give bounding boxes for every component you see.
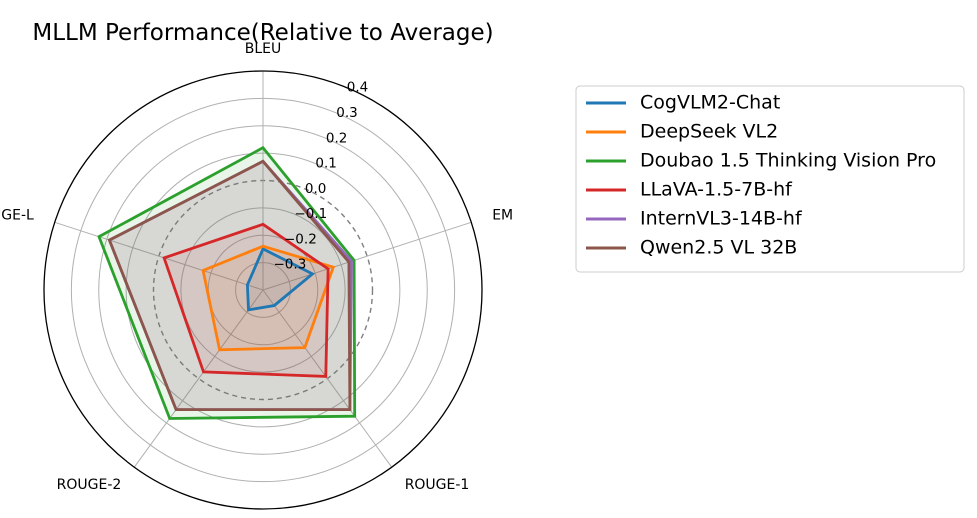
- radial-tick-label: 0.3: [336, 105, 357, 121]
- legend-label: InternVL3-14B-hf: [640, 208, 803, 230]
- radial-tick-label: 0.4: [347, 80, 368, 96]
- legend-label: Doubao 1.5 Thinking Vision Pro: [640, 150, 936, 172]
- legend: CogVLM2-Chat DeepSeek VL2 Doubao 1.5 Think…: [575, 85, 965, 273]
- legend-frame: [575, 85, 965, 273]
- grid-spoke: [262, 289, 393, 468]
- radial-tick-label: −0.3: [274, 257, 307, 273]
- radial-tick-labels: −0.3 −0.2 −0.1 0.0 0.1 0.2 0.3 0.4: [274, 80, 369, 273]
- axis-label-em: EM: [492, 208, 513, 224]
- series-line: [162, 222, 330, 378]
- outer-frame: [43, 70, 483, 510]
- series-line: [97, 145, 357, 420]
- axis-label-rouge-1: ROUGE-1: [405, 477, 470, 493]
- radial-tick-label: −0.1: [294, 206, 327, 222]
- grid-spoke: [262, 221, 472, 291]
- legend-label: CogVLM2-Chat: [640, 92, 780, 114]
- grid-spoke: [133, 289, 264, 468]
- series-line: [245, 246, 316, 312]
- polar-grid: [43, 70, 483, 510]
- series-line: [107, 159, 352, 412]
- legend-label: LLaVA-1.5-7B-hf: [640, 179, 793, 201]
- chart-title: MLLM Performance(Relative to Average): [32, 20, 493, 46]
- grid-spoke: [54, 221, 264, 291]
- axis-label-bleu: BLEU: [245, 41, 282, 57]
- radial-tick-label: −0.2: [284, 231, 317, 247]
- legend-label: DeepSeek VL2: [640, 121, 778, 143]
- legend-label: Qwen2.5 VL 32B: [640, 237, 797, 259]
- series-fill: [203, 246, 334, 350]
- series-fill: [99, 147, 355, 419]
- axis-label-rouge-l: ROUGE-L: [0, 208, 34, 224]
- axis-label-rouge-2: ROUGE-2: [57, 477, 122, 493]
- axis-labels: BLEU EM ROUGE-1 ROUGE-2 ROUGE-L: [0, 41, 513, 493]
- radial-tick-label: 0.2: [326, 130, 347, 146]
- radial-tick-label: 0.0: [305, 181, 326, 197]
- series-lines: [97, 145, 357, 420]
- radial-tick-label: 0.1: [315, 156, 336, 172]
- series-fill: [247, 248, 313, 310]
